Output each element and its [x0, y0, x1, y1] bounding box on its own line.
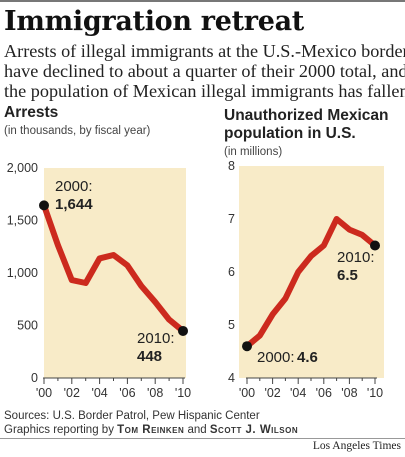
dek-line-3: the population of Mexican illegal immigr… [4, 81, 405, 101]
credits-note: Graphics reporting by Tom Reinken and Sc… [4, 424, 298, 436]
publisher-credit: Los Angeles Times [312, 440, 401, 452]
right-y-tick-label: 4 [228, 371, 235, 385]
population-chart-subtitle: (in millions) [224, 146, 283, 158]
population-annotation-2010-value: 6.5 [337, 267, 358, 284]
arrests-annotation-2010-label: 2010: [137, 330, 175, 347]
credits-prefix: Graphics reporting by [4, 424, 114, 436]
left-y-tick-label: 2,000 [7, 161, 38, 175]
credits-author-2: Scott J. Wilson [209, 424, 299, 436]
dek-line-2: have declined to about a quarter of thei… [4, 61, 405, 81]
left-y-tick-label: 1,000 [7, 266, 38, 280]
population-annotation-2000-value: 4.6 [297, 349, 318, 366]
left-y-tick-label: 0 [31, 371, 38, 385]
credits-author-1: Tom Reinken [117, 424, 185, 436]
left-x-tick-label: '02 [64, 386, 80, 400]
right-y-tick-label: 5 [228, 318, 235, 332]
left-y-tick-label: 1,500 [7, 214, 38, 228]
population-chart-title-line-2: population in U.S. [224, 125, 356, 142]
population-series-line [244, 216, 378, 350]
left-x-tick-label: '08 [147, 386, 163, 400]
right-x-tick-label: '00 [239, 386, 255, 400]
population-chart: 8 7 6 5 4 '00 '02 '04 '06 '08 '10 2010: 6.5 2000:… [228, 159, 384, 400]
population-annotation-2010-label: 2010: [337, 249, 375, 266]
credits-and: and [187, 424, 207, 436]
arrests-chart-subtitle: (in thousands, by fiscal year) [4, 125, 151, 137]
population-chart-title-line-1: Unauthorized Mexican [224, 107, 389, 124]
right-y-tick-label: 7 [228, 212, 235, 226]
left-x-tick-label: '10 [175, 386, 191, 400]
right-x-tick-label: '08 [341, 386, 357, 400]
right-x-tick-label: '06 [316, 386, 332, 400]
arrests-annotation-2010-value: 448 [137, 348, 162, 365]
population-2010-marker [370, 240, 380, 251]
left-x-tick-label: '00 [36, 386, 52, 400]
dek-line-1: Arrests of illegal immigrants at the U.S… [4, 41, 405, 61]
arrests-chart-title: Arrests [4, 104, 59, 121]
left-y-tick-label: 500 [17, 319, 38, 333]
population-2000-marker [242, 341, 252, 352]
arrests-annotation-2000-value: 1,644 [55, 196, 93, 213]
right-x-tick-label: '04 [290, 386, 306, 400]
dek: Arrests of illegal immigrants at the U.S… [4, 41, 405, 101]
arrests-chart: 2,000 1,500 1,000 500 0 '00 '02 '04 '06 '08 '10 2… [7, 161, 191, 400]
top-rule [0, 0, 405, 2]
population-plot-background [239, 166, 384, 378]
headline: Immigration retreat [4, 6, 304, 37]
footer-rule [0, 438, 405, 439]
right-x-tick-label: '02 [264, 386, 280, 400]
arrests-2000-marker [39, 200, 49, 211]
left-x-tick-label: '06 [119, 386, 135, 400]
right-x-tick-label: '10 [367, 386, 383, 400]
left-x-tick-label: '04 [91, 386, 107, 400]
right-y-tick-label: 8 [228, 159, 235, 173]
right-y-tick-label: 6 [228, 265, 235, 279]
arrests-annotation-2000-label: 2000: [55, 178, 93, 195]
sources-note: Sources: U.S. Border Patrol, Pew Hispani… [4, 410, 260, 422]
population-annotation-2000-label: 2000: [257, 349, 295, 366]
arrests-2010-marker [178, 325, 188, 336]
arrests-series-line [41, 202, 186, 334]
